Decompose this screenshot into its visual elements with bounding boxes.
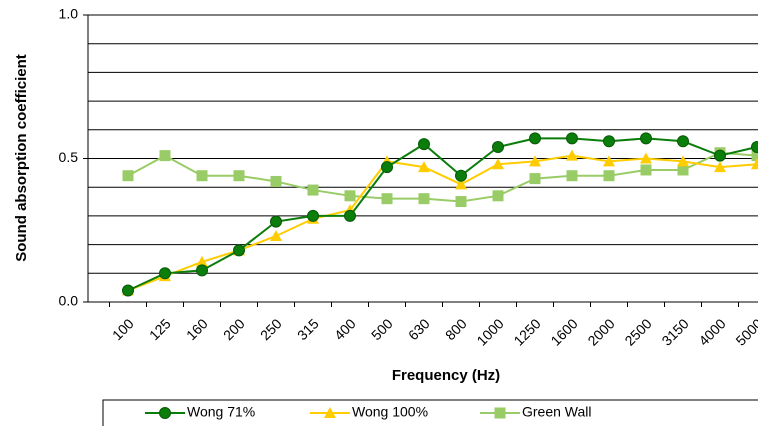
marker (714, 149, 726, 162)
marker (566, 170, 578, 182)
x-tick-label: 2500 (621, 315, 654, 348)
x-tick-label: 3150 (658, 315, 691, 348)
marker (324, 407, 336, 418)
y-axis-title: Sound absorption coefficient (13, 54, 30, 262)
marker (677, 155, 689, 167)
marker (566, 149, 578, 161)
marker (640, 164, 652, 176)
marker (270, 215, 282, 228)
marker (751, 150, 758, 162)
marker (270, 229, 282, 241)
marker (122, 170, 134, 182)
marker (196, 264, 208, 277)
marker (159, 407, 171, 419)
x-tick-label: 315 (294, 315, 322, 343)
marker (381, 193, 393, 205)
marker (233, 244, 245, 257)
marker (529, 132, 541, 145)
marker (455, 178, 467, 190)
marker (492, 158, 504, 170)
y-tick-label: 0.5 (59, 149, 79, 165)
marker (307, 209, 319, 222)
x-tick-label: 200 (220, 315, 248, 343)
x-tick-label: 1600 (547, 315, 580, 348)
marker (196, 255, 208, 267)
x-tick-label: 125 (146, 315, 174, 343)
marker (455, 196, 467, 208)
x-tick-label: 400 (331, 315, 359, 343)
marker (494, 407, 506, 419)
x-tick-label: 100 (109, 315, 137, 343)
x-tick-label: 250 (257, 315, 285, 343)
marker (492, 141, 504, 154)
series-line (127, 151, 758, 203)
marker (159, 267, 171, 280)
marker (418, 138, 430, 151)
marker (159, 150, 171, 162)
series-line (127, 137, 758, 292)
marker (640, 132, 652, 145)
x-tick-label: 2000 (584, 315, 617, 348)
legend-label: Wong 100% (352, 404, 428, 420)
marker (529, 173, 541, 185)
marker (603, 170, 615, 182)
series-line (127, 154, 758, 292)
marker (529, 155, 541, 167)
marker (603, 135, 615, 148)
marker (751, 141, 758, 154)
marker (196, 170, 208, 182)
marker (344, 209, 356, 222)
marker (640, 152, 652, 164)
x-tick-label: 500 (368, 315, 396, 343)
marker (418, 161, 430, 173)
marker (455, 169, 467, 182)
x-tick-label: 4000 (695, 315, 728, 348)
legend-box (102, 399, 758, 426)
marker (714, 161, 726, 173)
marker (122, 284, 134, 297)
legend-label: Wong 71% (187, 404, 255, 420)
marker (603, 155, 615, 167)
marker (381, 161, 393, 174)
marker (492, 190, 504, 202)
marker (418, 193, 430, 205)
legend-label: Green Wall (522, 404, 592, 420)
marker (270, 175, 282, 187)
x-tick-label: 800 (442, 315, 470, 343)
marker (344, 190, 356, 202)
y-tick-label: 1.0 (59, 6, 79, 22)
marker (677, 135, 689, 148)
y-tick-label: 0.0 (59, 293, 79, 309)
marker (751, 158, 758, 170)
marker (677, 164, 689, 176)
x-tick-label: 5000 (732, 315, 758, 348)
x-tick-label: 630 (405, 315, 433, 343)
x-tick-label: 1000 (473, 315, 506, 348)
x-tick-label: 1250 (510, 315, 543, 348)
marker (566, 132, 578, 145)
marker (307, 184, 319, 196)
marker (233, 170, 245, 182)
x-tick-label: 160 (183, 315, 211, 343)
x-axis-title: Frequency (Hz) (392, 367, 500, 384)
